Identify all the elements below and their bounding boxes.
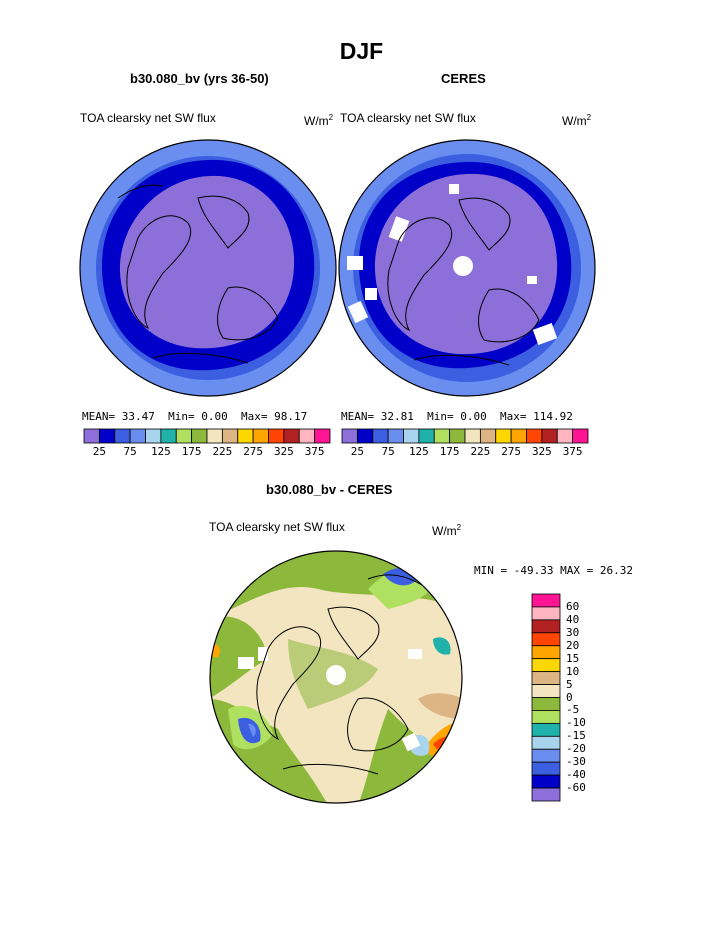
- left-colorbar: [83, 428, 331, 444]
- right-stats: MEAN= 32.81 Min= 0.00 Max= 114.92: [341, 410, 573, 423]
- colorbar-tick-label: 20: [566, 638, 580, 652]
- colorbar-swatch: [572, 428, 589, 444]
- colorbar-swatch: [531, 748, 561, 763]
- colorbar-tick-label: 0: [566, 690, 573, 704]
- right-panel-variable: TOA clearsky net SW flux: [340, 111, 476, 125]
- colorbar-swatch: [314, 428, 331, 444]
- left-polar-map: [79, 139, 337, 397]
- colorbar-swatch: [464, 428, 481, 444]
- colorbar-tick-label: -15: [566, 729, 586, 743]
- colorbar-swatch: [114, 428, 131, 444]
- colorbar-swatch: [531, 787, 561, 802]
- right-panel-units: W/m2: [562, 113, 592, 128]
- colorbar-tick-label: -40: [566, 768, 586, 782]
- colorbar-swatch: [531, 684, 561, 698]
- colorbar-tick-label: 275: [501, 445, 522, 458]
- diff-polar-map: [209, 550, 463, 804]
- colorbar-swatch: [191, 428, 208, 444]
- colorbar-swatch: [129, 428, 146, 444]
- colorbar-swatch: [221, 428, 239, 444]
- colorbar-swatch: [387, 428, 404, 444]
- colorbar-swatch: [531, 774, 561, 789]
- left-panel-variable: TOA clearsky net SW flux: [80, 111, 216, 125]
- colorbar-tick-label: 40: [566, 612, 580, 626]
- colorbar-tick-label: 125: [408, 445, 429, 458]
- colorbar-swatch: [372, 428, 389, 444]
- colorbar-swatch: [531, 606, 561, 621]
- colorbar-swatch: [145, 428, 162, 444]
- colorbar-tick-label: 125: [150, 445, 171, 458]
- colorbar-swatch: [479, 428, 497, 444]
- colorbar-swatch: [433, 428, 451, 444]
- diff-colorbar: [531, 593, 561, 802]
- colorbar-tick-label: 175: [439, 445, 460, 458]
- right-polar-map: [338, 139, 596, 397]
- colorbar-tick-label: 225: [212, 445, 233, 458]
- right-colorbar: [341, 428, 589, 444]
- colorbar-swatch: [531, 671, 561, 685]
- colorbar-swatch: [449, 428, 466, 444]
- colorbar-tick-label: 60: [566, 599, 580, 613]
- colorbar-swatch: [531, 619, 561, 634]
- colorbar-swatch: [252, 428, 269, 444]
- colorbar-tick-label: -60: [566, 781, 586, 795]
- colorbar-tick-label: 75: [381, 445, 395, 458]
- colorbar-swatch: [83, 428, 100, 444]
- colorbar-tick-label: 325: [273, 445, 294, 458]
- colorbar-swatch: [531, 593, 561, 608]
- colorbar-swatch: [283, 428, 300, 444]
- colorbar-swatch: [531, 658, 561, 673]
- colorbar-tick-label: 225: [470, 445, 491, 458]
- colorbar-swatch: [237, 428, 254, 444]
- colorbar-swatch: [541, 428, 558, 444]
- right-panel-subtitle: CERES: [441, 71, 486, 86]
- colorbar-tick-label: 375: [304, 445, 325, 458]
- colorbar-tick-label: 10: [566, 664, 580, 678]
- colorbar-tick-label: 275: [243, 445, 264, 458]
- colorbar-swatch: [531, 645, 561, 660]
- colorbar-tick-label: 5: [566, 677, 573, 691]
- diff-minmax: MIN = -49.33 MAX = 26.32: [474, 564, 633, 577]
- colorbar-swatch: [531, 632, 561, 647]
- page-title: DJF: [339, 38, 384, 64]
- diff-panel-units: W/m2: [432, 523, 462, 538]
- diff-panel-subtitle: b30.080_bv - CERES: [266, 482, 393, 497]
- colorbar-tick-label: 75: [123, 445, 137, 458]
- colorbar-tick-label: 325: [531, 445, 552, 458]
- colorbar-tick-label: -20: [566, 742, 586, 756]
- colorbar-swatch: [356, 428, 374, 444]
- colorbar-swatch: [98, 428, 116, 444]
- colorbar-tick-label: 175: [181, 445, 202, 458]
- colorbar-swatch: [531, 697, 561, 711]
- left-panel-units: W/m2: [304, 113, 334, 128]
- colorbar-swatch: [206, 428, 223, 444]
- colorbar-swatch: [298, 428, 316, 444]
- colorbar-swatch: [403, 428, 420, 444]
- colorbar-swatch: [175, 428, 193, 444]
- diff-panel-variable: TOA clearsky net SW flux: [209, 520, 345, 534]
- colorbar-swatch: [160, 428, 177, 444]
- colorbar-tick-label: 25: [92, 445, 106, 458]
- colorbar-swatch: [531, 722, 561, 737]
- colorbar-tick-label: -10: [566, 716, 586, 730]
- left-stats: MEAN= 33.47 Min= 0.00 Max= 98.17: [82, 410, 308, 423]
- colorbar-swatch: [531, 710, 561, 724]
- colorbar-swatch: [418, 428, 435, 444]
- colorbar-swatch: [510, 428, 527, 444]
- colorbar-tick-label: -30: [566, 755, 586, 769]
- colorbar-swatch: [268, 428, 285, 444]
- colorbar-swatch: [341, 428, 358, 444]
- colorbar-tick-label: 30: [566, 625, 580, 639]
- colorbar-swatch: [526, 428, 543, 444]
- colorbar-swatch: [531, 735, 561, 750]
- colorbar-swatch: [556, 428, 574, 444]
- colorbar-tick-label: 25: [350, 445, 364, 458]
- colorbar-tick-label: -5: [566, 703, 580, 717]
- colorbar-tick-label: 15: [566, 651, 580, 665]
- colorbar-swatch: [495, 428, 512, 444]
- colorbar-swatch: [531, 761, 561, 776]
- left-panel-subtitle: b30.080_bv (yrs 36-50): [130, 71, 269, 86]
- colorbar-tick-label: 375: [562, 445, 583, 458]
